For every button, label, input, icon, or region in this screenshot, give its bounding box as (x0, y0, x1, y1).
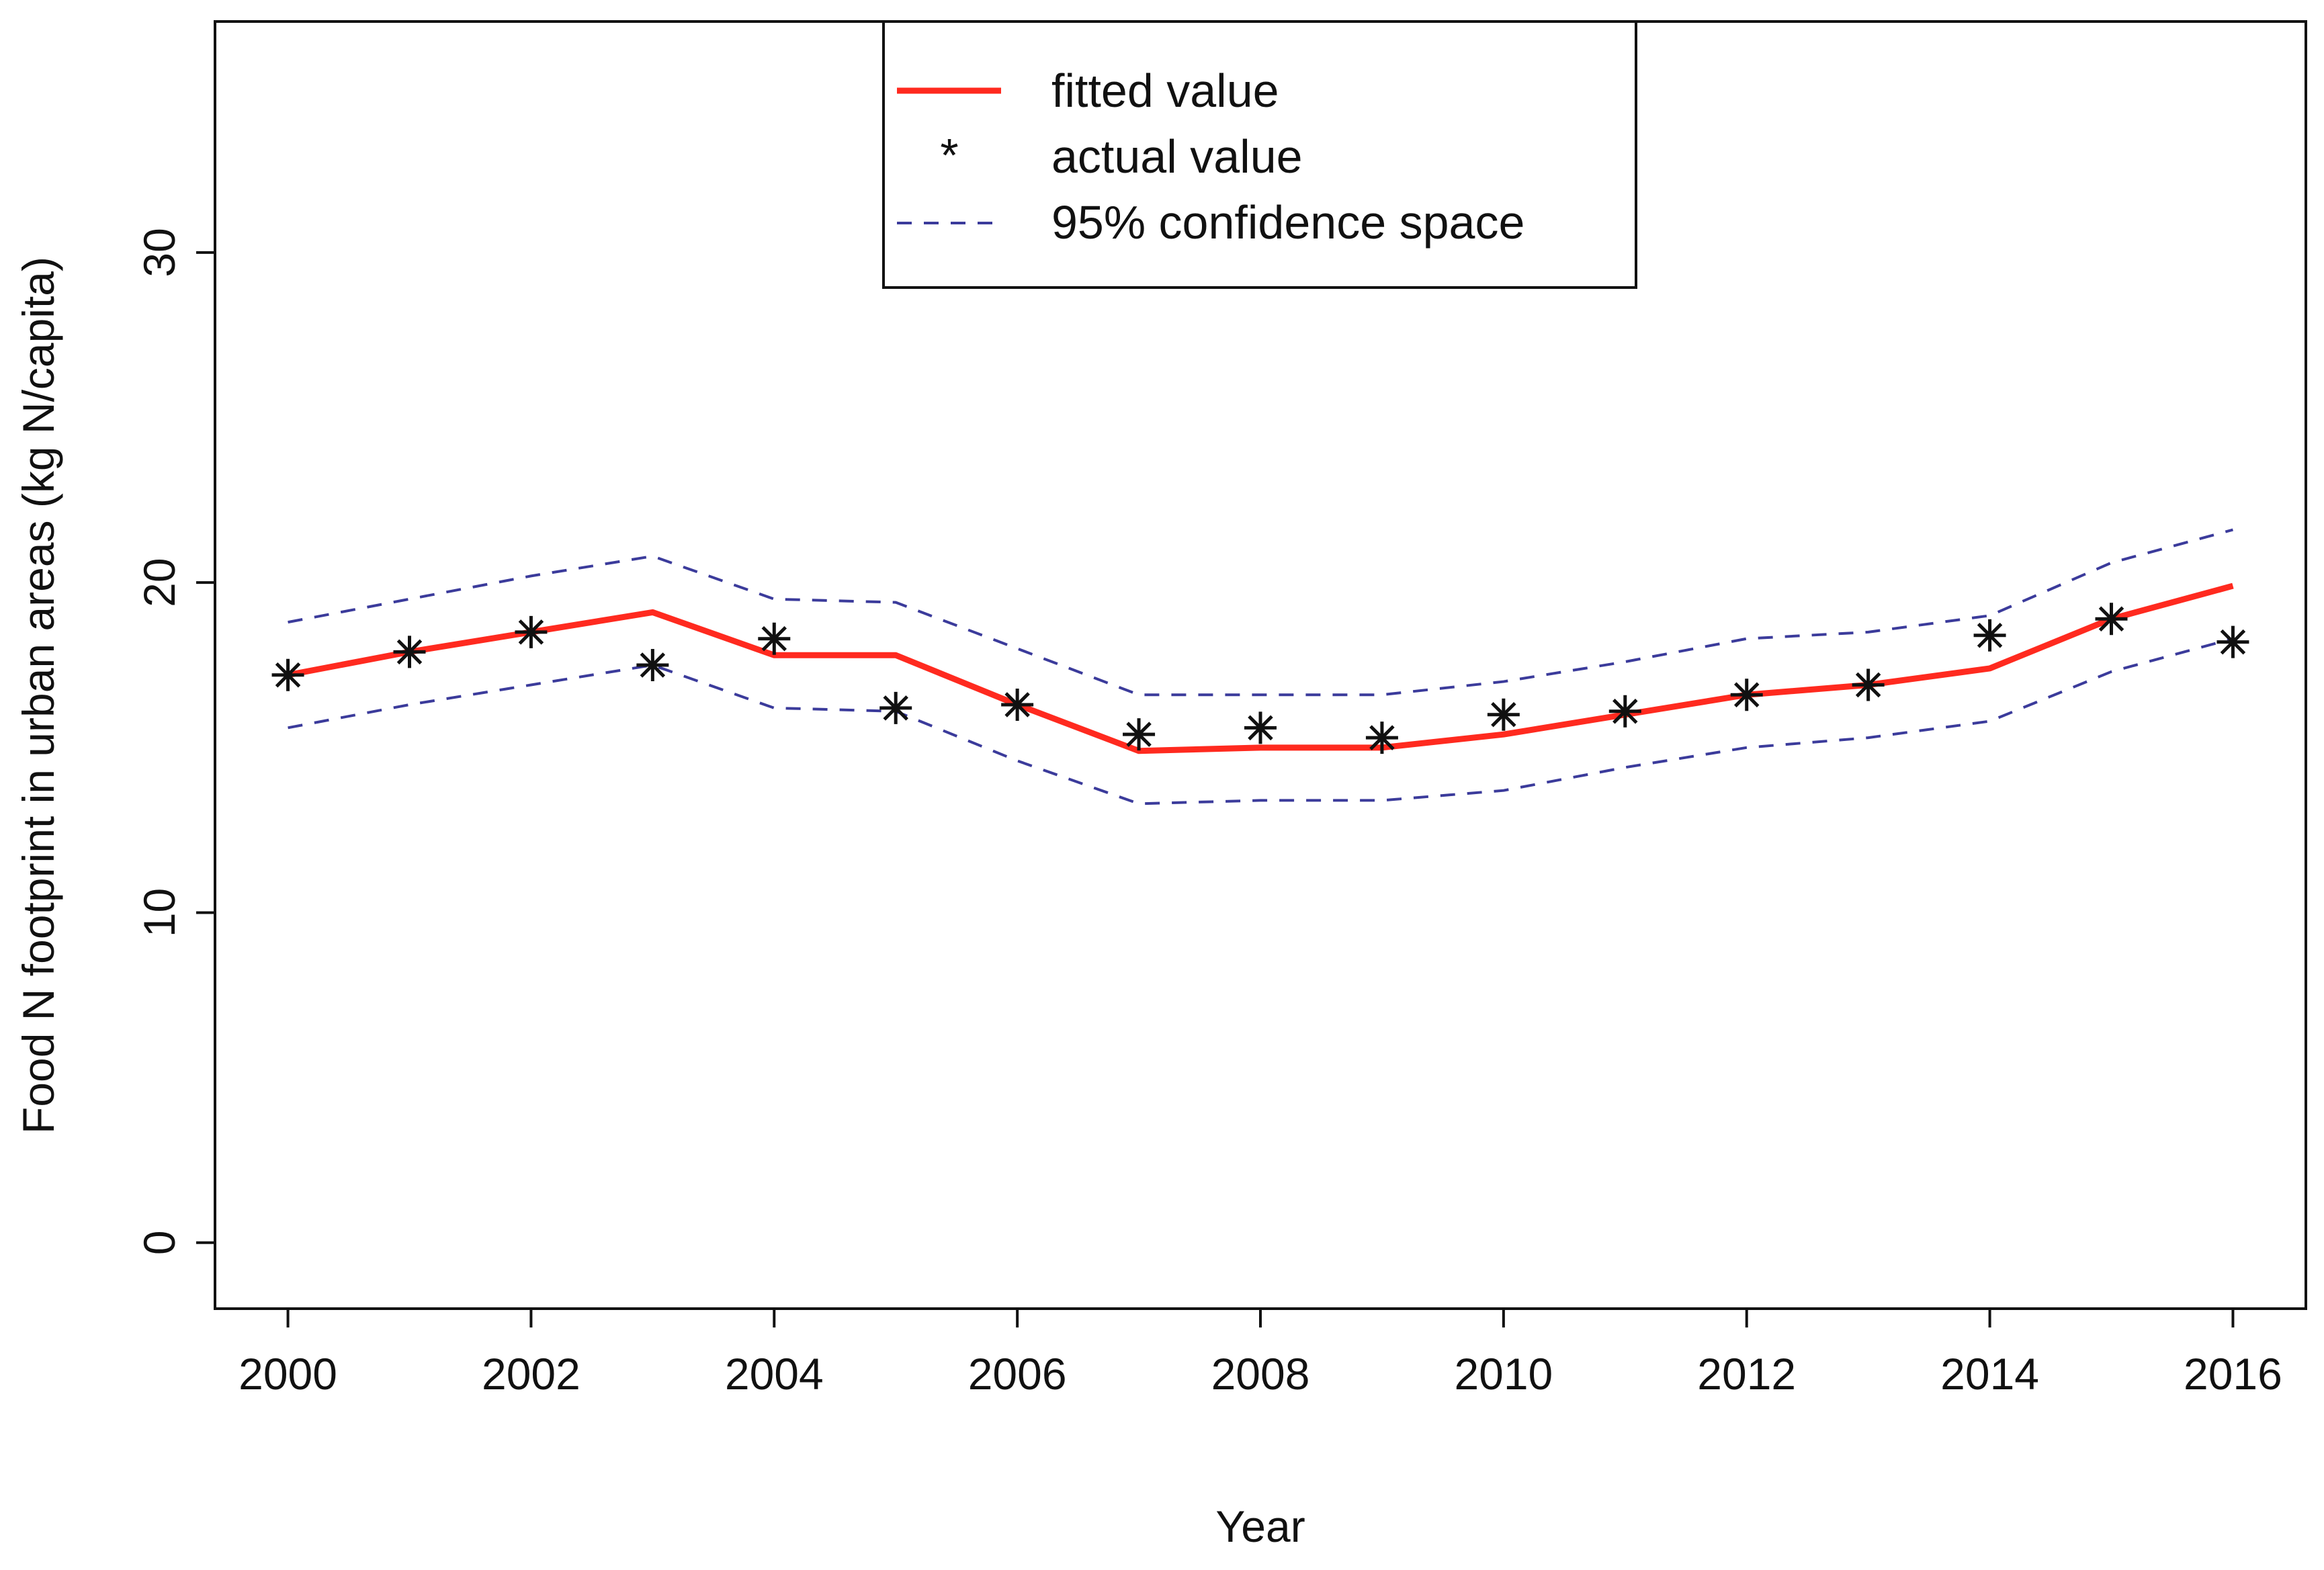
actual-point-2002 (515, 615, 548, 648)
legend-actual-value-symbol: * (940, 129, 958, 181)
actual-point-stroke (1004, 692, 1030, 717)
actual-point-2016 (2217, 625, 2249, 658)
actual-point-stroke (1733, 682, 1760, 707)
actual-point-2005 (879, 691, 912, 724)
actual-point-2011 (1608, 695, 1641, 728)
y-tick-label-0: 0 (134, 1230, 184, 1255)
x-axis-title: Year (1215, 1501, 1305, 1551)
actual-point-stroke (396, 639, 423, 665)
x-tick-label-2014: 2014 (1940, 1349, 2039, 1399)
actual-point-stroke (1855, 672, 1881, 698)
actual-point-2009 (1365, 722, 1398, 754)
y-axis-title: Food N footprint in urban areas (kg N/ca… (13, 257, 63, 1134)
actual-point-stroke (761, 625, 787, 652)
actual-point-2012 (1730, 679, 1763, 711)
legend-label-fitted-value: fitted value (1051, 64, 1279, 117)
actual-point-2004 (758, 622, 791, 655)
x-tick-label-2016: 2016 (2184, 1349, 2282, 1399)
axes: 2000 2002 2004 2006 2008 2010 2012 2014 2016 0 10 2… (134, 20, 2307, 1399)
actual-point-2006 (1001, 688, 1034, 721)
actual-point-2014 (1973, 619, 2006, 652)
series-line-0 (287, 582, 2234, 754)
actual-point-stroke (518, 619, 544, 645)
series-line-3 (288, 637, 2233, 805)
actual-point-2013 (1852, 668, 1885, 701)
plot-area (271, 528, 2249, 805)
series-line-2 (288, 528, 2233, 697)
actual-point-stroke (1977, 623, 2003, 648)
actual-point-2015 (2095, 603, 2128, 636)
actual-point-stroke (883, 695, 908, 721)
actual-point-2010 (1487, 698, 1520, 731)
actual-point-2003 (636, 649, 669, 681)
actual-point-2008 (1244, 711, 1277, 744)
actual-point-stroke (275, 662, 301, 688)
x-tick-label-2000: 2000 (239, 1349, 337, 1399)
actual-point-2001 (393, 636, 426, 668)
actual-point-stroke (1491, 701, 1516, 728)
legend-label-confidence-space: 95% confidence space (1051, 196, 1524, 249)
x-tick-label-2006: 2006 (968, 1349, 1067, 1399)
x-tick-label-2002: 2002 (482, 1349, 580, 1399)
actual-point-2000 (271, 658, 304, 691)
x-tick-label-2004: 2004 (725, 1349, 824, 1399)
x-tick-label-2012: 2012 (1697, 1349, 1796, 1399)
legend-box (882, 20, 1637, 289)
x-tick-label-2008: 2008 (1211, 1349, 1310, 1399)
actual-point-stroke (2220, 629, 2246, 655)
actual-point-stroke (1369, 725, 1395, 750)
actual-point-stroke (1248, 715, 1273, 741)
legend-label-actual-value: actual value (1051, 130, 1303, 183)
actual-point-stroke (1612, 699, 1638, 724)
y-tick-label-30: 30 (134, 228, 184, 277)
actual-point-stroke (640, 652, 666, 678)
y-tick-label-20: 20 (134, 558, 184, 607)
actual-point-2007 (1123, 718, 1156, 751)
actual-point-stroke (1126, 722, 1152, 747)
legend: * fitted value actual value 95% confiden… (882, 20, 1637, 289)
actual-point-stroke (2098, 606, 2124, 631)
x-tick-label-2010: 2010 (1454, 1349, 1553, 1399)
y-tick-label-10: 10 (134, 888, 184, 937)
